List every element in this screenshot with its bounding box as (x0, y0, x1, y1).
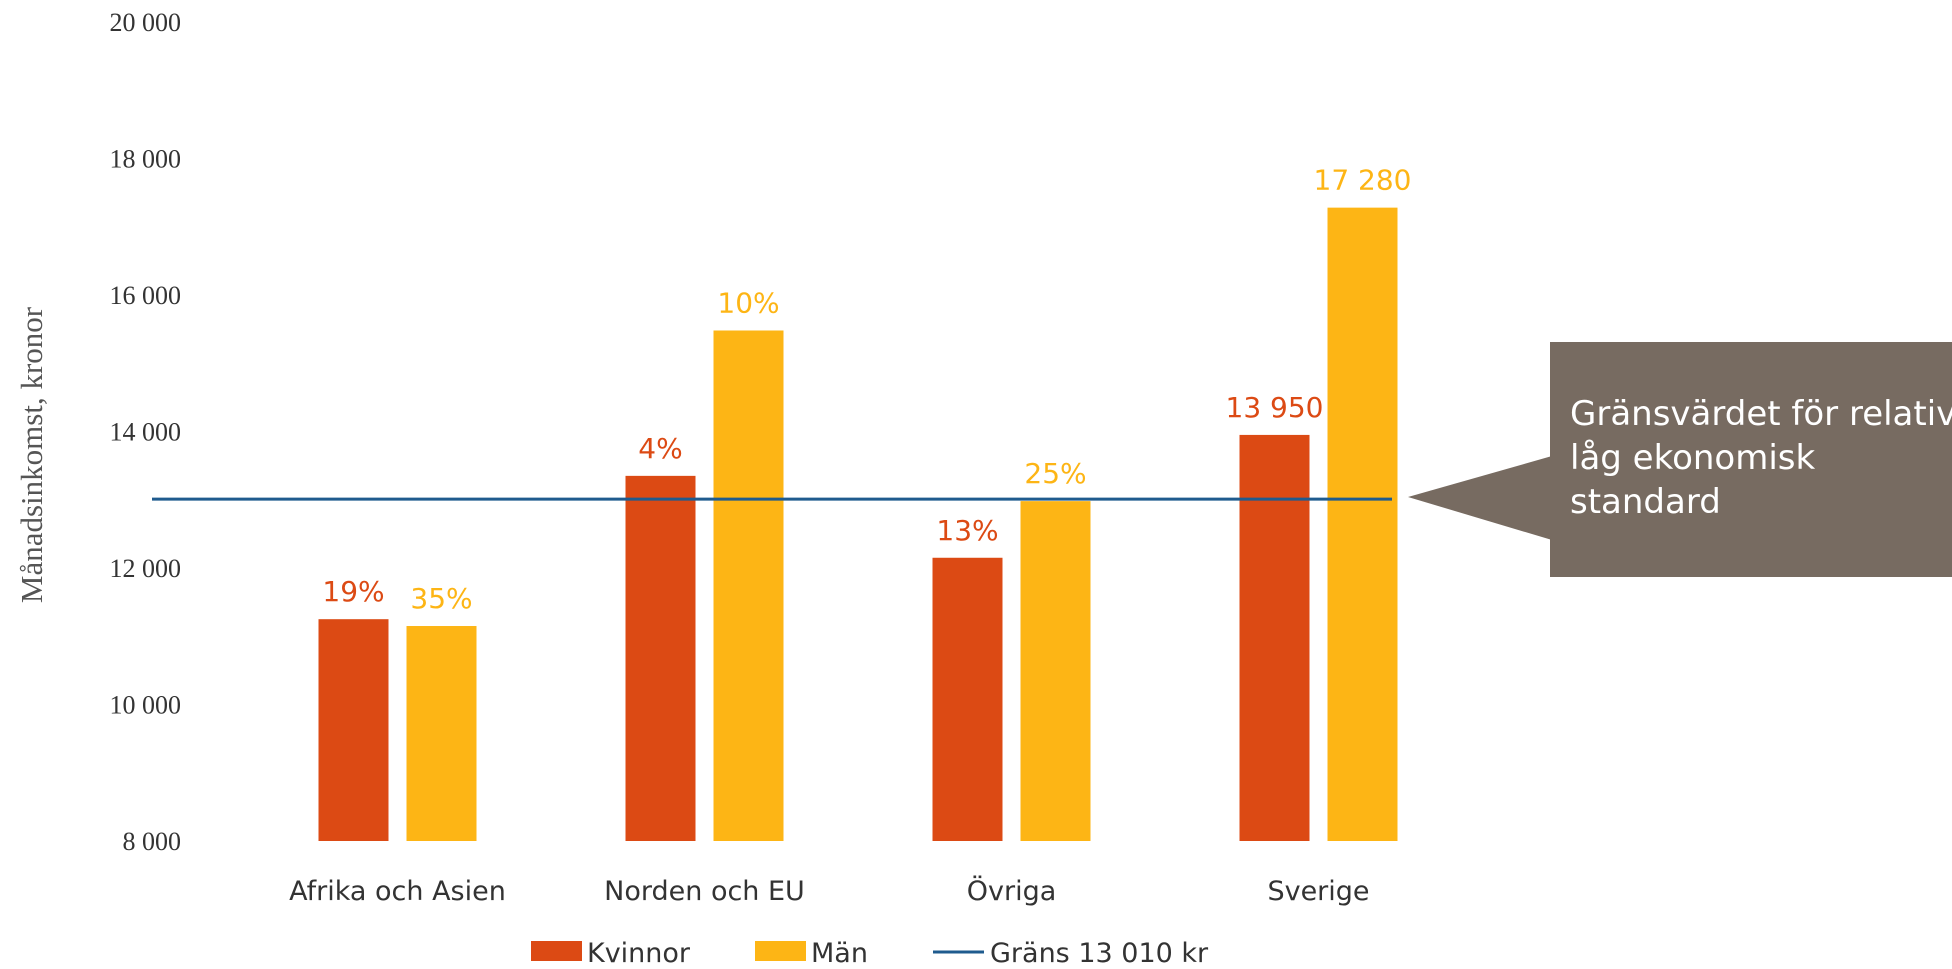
bars (318, 207, 1398, 841)
x-tick-label: Sverige (1267, 876, 1369, 907)
data-label: 4% (638, 432, 682, 465)
data-label: 19% (322, 575, 384, 608)
legend-label: Män (811, 938, 868, 969)
bar-män (1020, 501, 1091, 841)
legend-swatch (531, 941, 582, 961)
callout-pointer (1408, 456, 1552, 540)
legend-label: Kvinnor (587, 938, 691, 969)
callout-text-line: standard (1570, 482, 1721, 522)
y-tick-label: 8 000 (123, 827, 182, 856)
bar-kvinnor (1239, 434, 1310, 841)
data-labels: 19% 35% 4% 10% 13% 25% 13 950 17 280 (322, 164, 1411, 615)
bar-kvinnor (318, 619, 389, 841)
data-label: 35% (410, 582, 472, 615)
bar-kvinnor (932, 557, 1003, 841)
x-tick-label: Övriga (967, 875, 1057, 907)
y-tick-label: 10 000 (110, 691, 182, 720)
bar-män (713, 330, 784, 841)
legend-label: Gräns 13 010 kr (990, 938, 1209, 969)
data-label: 13 950 (1226, 391, 1324, 424)
y-tick-label: 12 000 (110, 554, 182, 583)
legend-swatch (755, 941, 806, 961)
x-axis: Afrika och Asien Norden och EU Övriga Sveri… (289, 875, 1369, 907)
bar-män (406, 626, 477, 841)
bar-kvinnor (625, 475, 696, 841)
data-label: 10% (717, 286, 779, 319)
y-tick-label: 14 000 (110, 418, 182, 447)
y-tick-label: 18 000 (110, 145, 182, 174)
y-tick-label: 20 000 (110, 8, 182, 37)
callout-text-line: låg ekonomisk (1570, 438, 1815, 478)
callout-text-line: Gränsvärdet för relativ (1570, 394, 1952, 434)
data-label: 13% (936, 514, 998, 547)
callout-box (1550, 342, 1952, 577)
x-tick-label: Afrika och Asien (289, 876, 506, 907)
legend: Kvinnor Män Gräns 13 010 kr (531, 938, 1209, 969)
data-label: 25% (1024, 457, 1086, 490)
y-axis-label: Månadsinkomst, kronor (14, 306, 49, 603)
y-axis: 8 000 10 000 12 000 14 000 16 000 18 000 20 00… (110, 8, 182, 856)
bar-män (1327, 207, 1398, 841)
x-tick-label: Norden och EU (604, 876, 805, 907)
y-tick-label: 16 000 (110, 281, 182, 310)
data-label: 17 280 (1314, 164, 1412, 197)
